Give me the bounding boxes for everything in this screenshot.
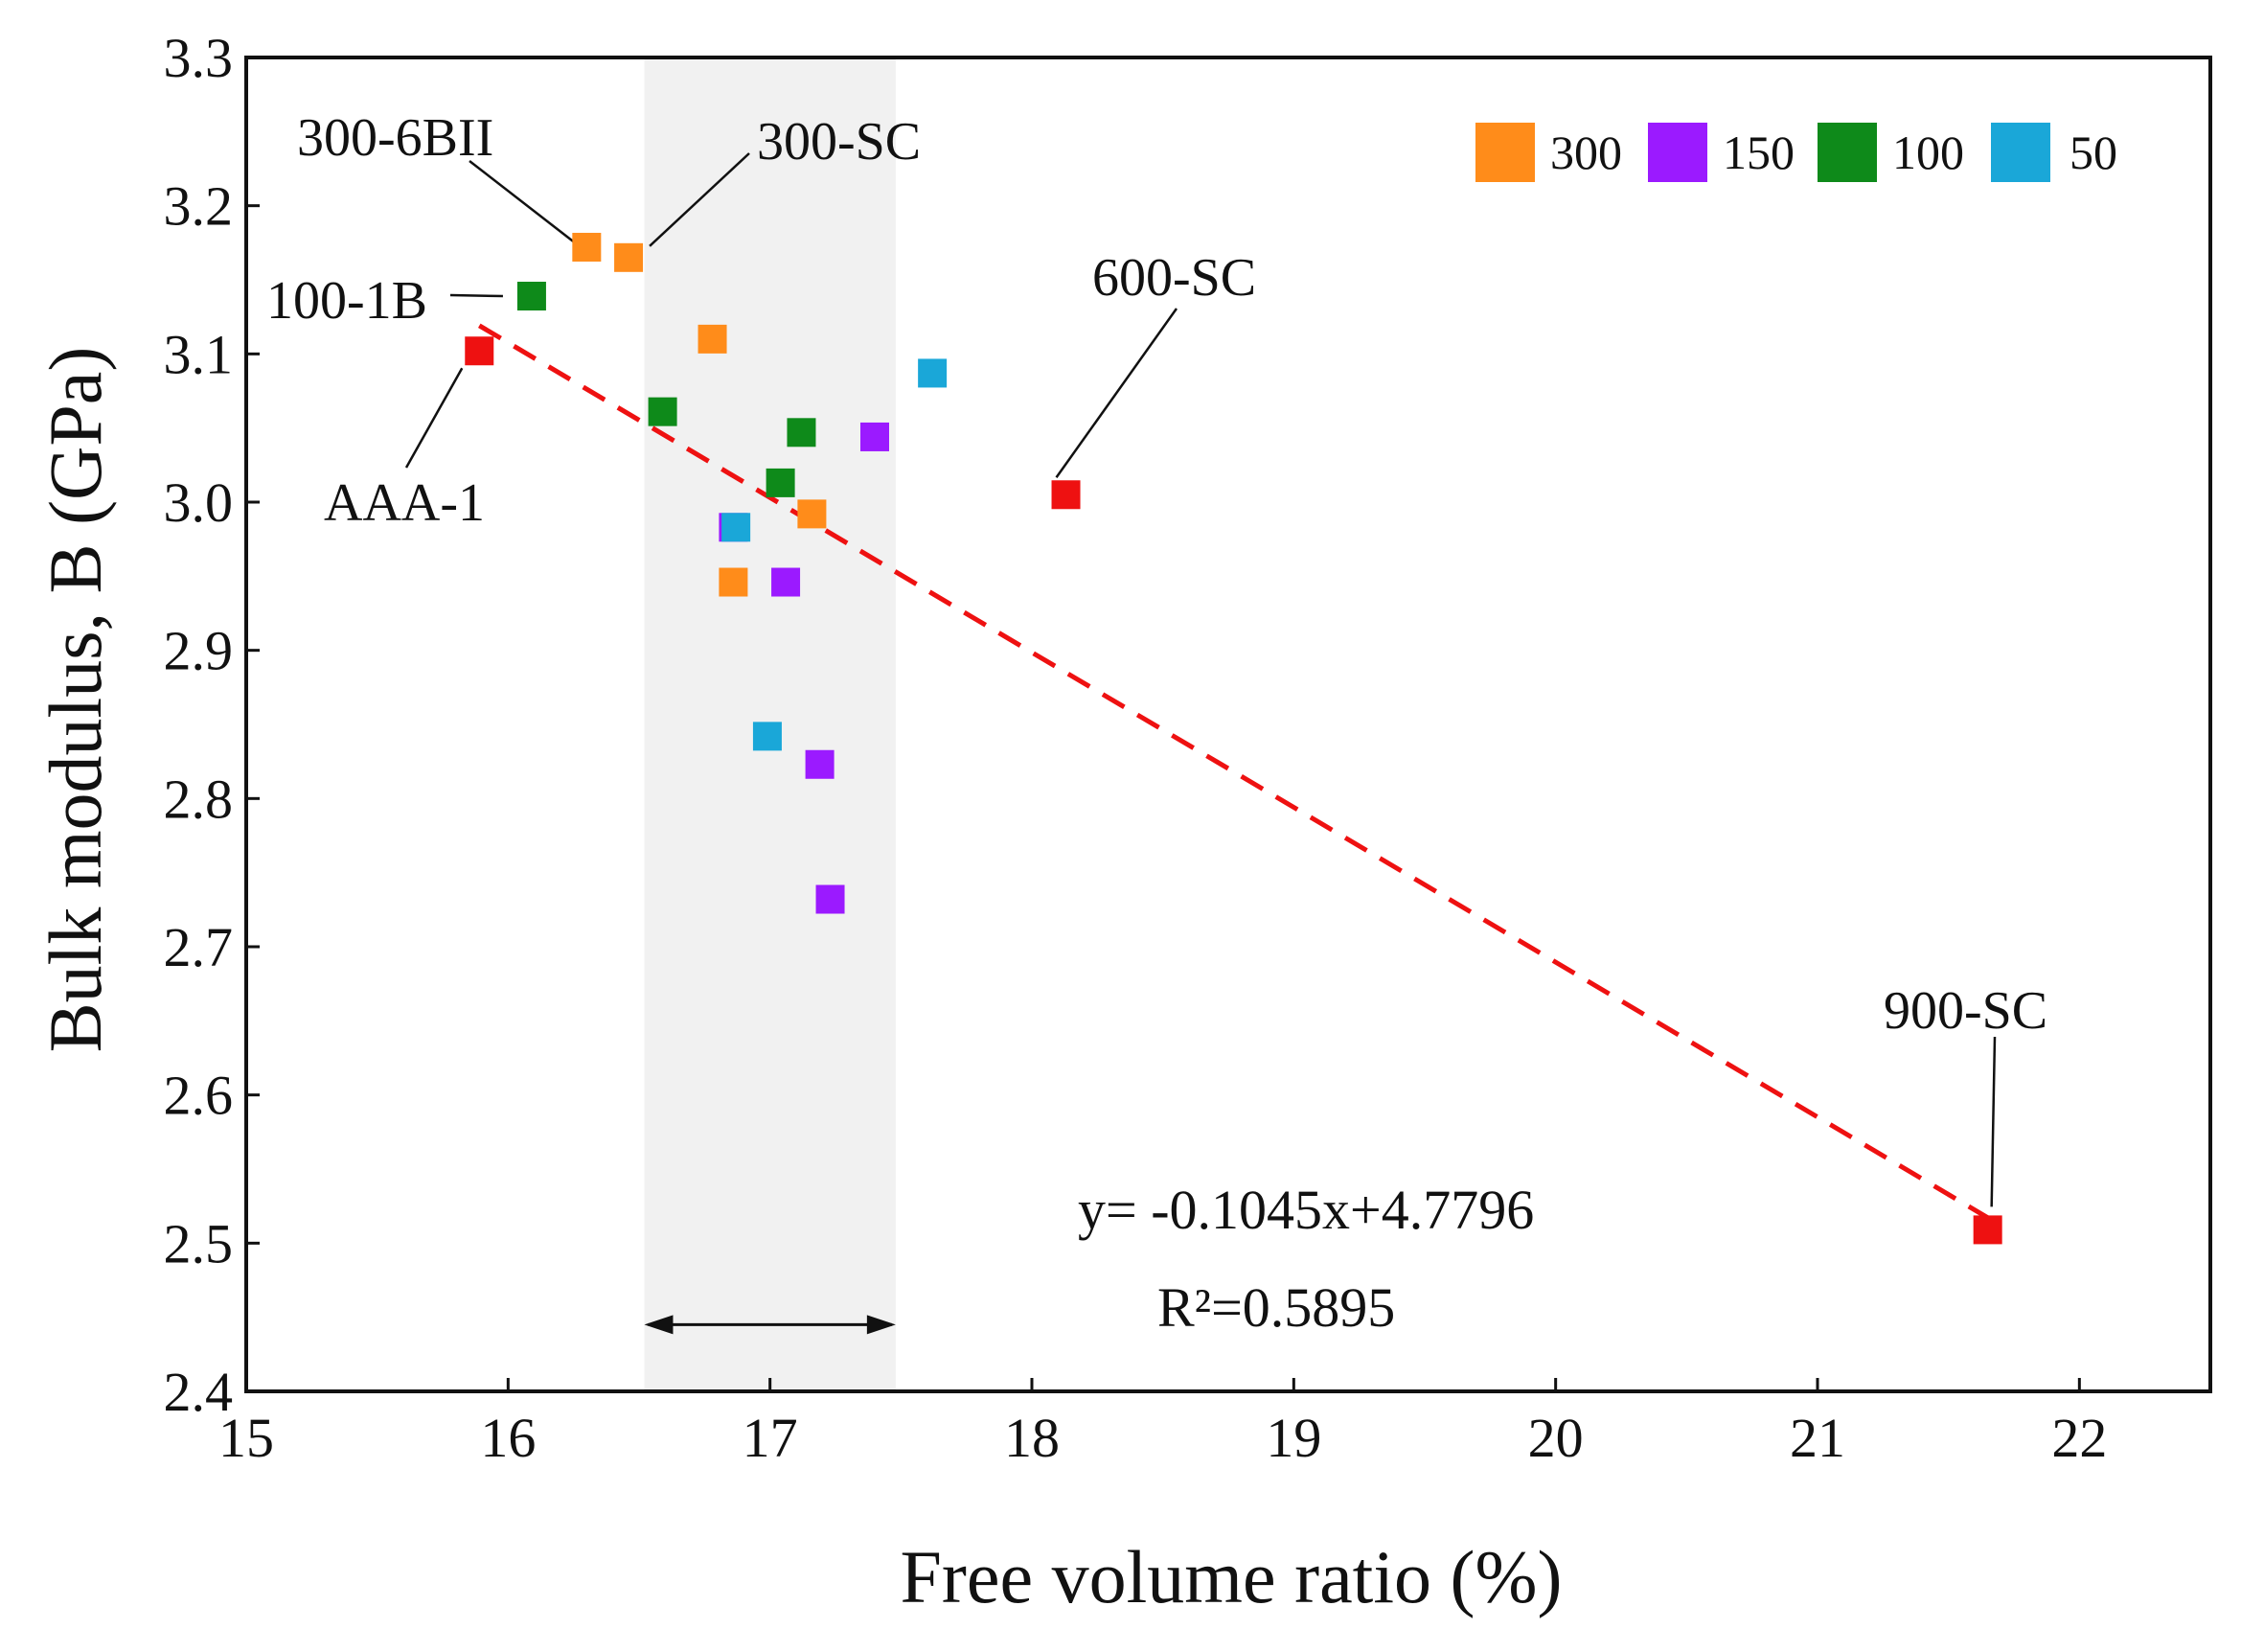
legend-swatch-100 [1818, 123, 1877, 182]
x-tick-label: 16 [480, 1407, 536, 1469]
annotation-leader-line [404, 367, 464, 469]
annotations-layer: 300-6BII 300-SC 100-1B AAA-1 600-SC 900-… [266, 108, 2047, 1041]
x-tick-label: 22 [2051, 1407, 2107, 1469]
data-point-100 [648, 397, 677, 426]
axes-layer [244, 56, 2212, 1393]
ticks-layer: 15 16 17 18 19 20 21 22 2.4 2.5 2.6 2.7 2.8 2.9 3.0 3.1… [164, 27, 2108, 1469]
x-axis-title: Free volume ratio (%) [901, 1535, 1563, 1618]
annotation-100-1b: 100-1B [266, 271, 427, 331]
legend-label-100: 100 [1892, 126, 1964, 179]
data-point-300 [614, 242, 644, 272]
legend-label-150: 150 [1723, 126, 1795, 179]
legend-label-300: 300 [1550, 126, 1622, 179]
data-point-50 [918, 358, 948, 388]
data-point-300 [797, 499, 827, 529]
data-point-300 [719, 567, 748, 597]
range-arrow-head-left [644, 1315, 674, 1335]
annotation-leader-line [649, 152, 750, 247]
annotation-aaa-1: AAA-1 [324, 473, 485, 533]
data-points-layer [465, 232, 2002, 1245]
annotation-300-sc: 300-SC [757, 112, 921, 172]
r-squared-label: R²=0.5895 [1157, 1276, 1395, 1339]
y-tick-label: 2.6 [164, 1065, 234, 1127]
y-tick-label: 2.8 [164, 768, 234, 830]
trendline [477, 323, 1989, 1220]
trendline-layer [477, 323, 1989, 1220]
y-axis-title: Bulk modulus, B (GPa) [34, 347, 117, 1053]
data-point-reference [1051, 480, 1081, 510]
y-tick-label: 2.7 [164, 916, 234, 978]
annotation-leader-lines [404, 152, 1997, 1207]
y-tick-label: 2.4 [164, 1361, 234, 1423]
annotation-600-sc: 600-SC [1092, 248, 1256, 308]
x-tick-label: 15 [218, 1407, 274, 1469]
data-point-150 [805, 749, 835, 779]
y-tick-label: 3.2 [164, 175, 234, 238]
data-point-50 [721, 513, 751, 542]
data-point-150 [771, 567, 801, 597]
y-tick-label: 2.5 [164, 1212, 234, 1274]
y-tick-label: 3.1 [164, 323, 234, 385]
annotation-leader-line [1990, 1036, 1997, 1207]
legend: 300 150 100 50 [1475, 123, 2117, 182]
data-point-100 [766, 468, 795, 497]
y-tick-label: 3.3 [164, 27, 234, 89]
y-tick-label: 2.9 [164, 620, 234, 682]
trendline-equation: y= -0.1045x+4.7796 [1078, 1179, 1534, 1241]
x-tick-label: 20 [1528, 1407, 1584, 1469]
range-arrow-head-right [866, 1315, 896, 1335]
plot-frame [244, 56, 2212, 1393]
x-tick-label: 17 [743, 1407, 798, 1469]
annotation-900-sc: 900-SC [1884, 981, 2047, 1041]
data-point-150 [815, 884, 845, 914]
legend-swatch-50 [1991, 123, 2050, 182]
annotation-leader-line [449, 293, 503, 298]
legend-swatch-300 [1475, 123, 1535, 182]
x-tick-label: 19 [1266, 1407, 1321, 1469]
data-point-reference [1973, 1215, 2002, 1245]
annotation-leader-line [469, 160, 575, 242]
data-point-reference [465, 336, 494, 366]
x-tick-label: 21 [1790, 1407, 1845, 1469]
y-tick-label: 3.0 [164, 471, 234, 534]
data-point-100 [787, 418, 816, 447]
annotation-leader-line [1055, 308, 1178, 478]
annotation-300-6bii: 300-6BII [297, 108, 493, 168]
data-point-300 [697, 324, 727, 354]
x-tick-label: 18 [1004, 1407, 1060, 1469]
data-point-300 [572, 232, 602, 262]
legend-swatch-150 [1648, 123, 1707, 182]
data-point-150 [860, 422, 889, 451]
legend-label-50: 50 [2069, 126, 2117, 179]
data-point-50 [752, 722, 782, 751]
data-point-100 [516, 282, 546, 311]
